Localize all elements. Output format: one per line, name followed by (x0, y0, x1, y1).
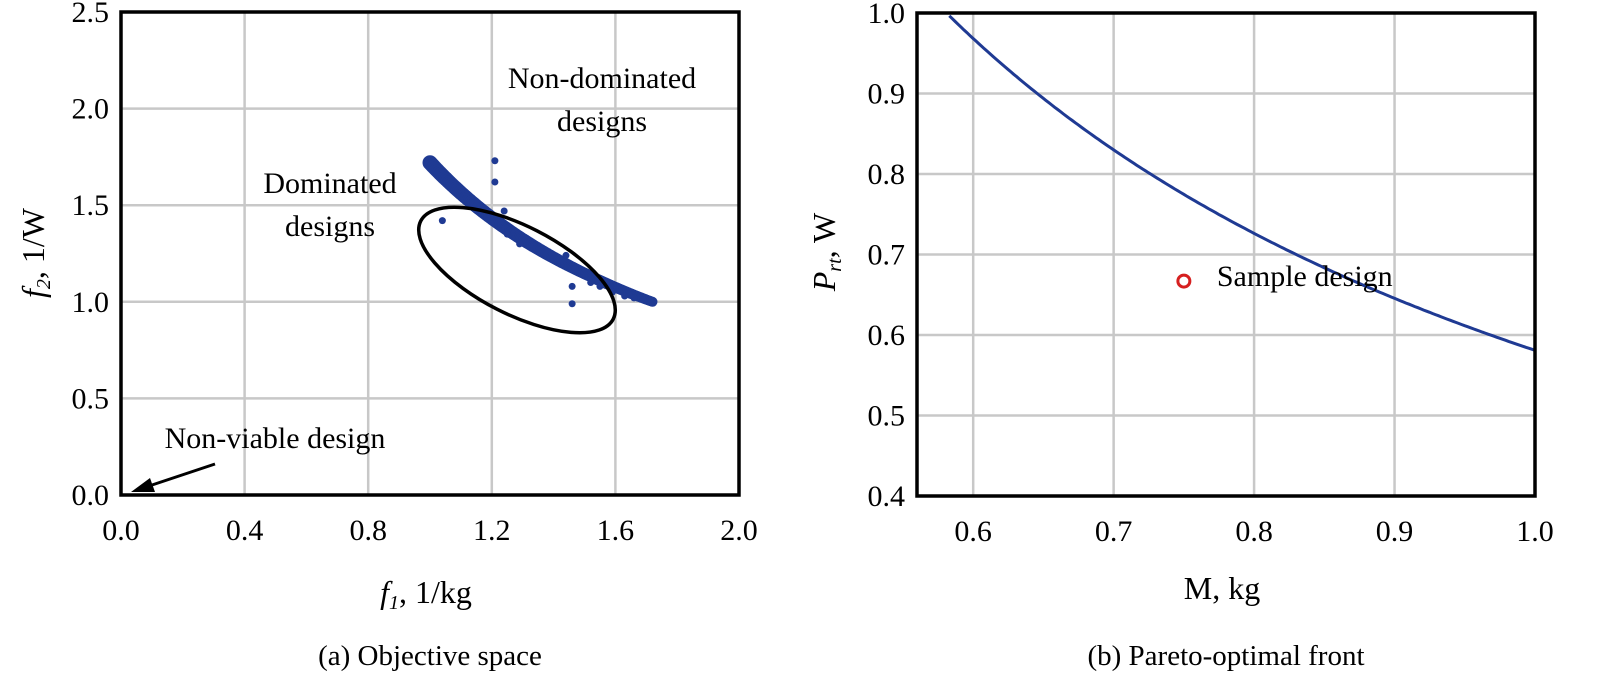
dominated-label-line2: designs (285, 210, 375, 243)
a-x-axis-label-rest: , 1/kg (399, 574, 472, 610)
b-y-axis-label-sub: rt (824, 258, 846, 272)
dominated-point (639, 296, 647, 304)
b-y-axis-label-var: P (806, 272, 842, 293)
y-tick-label: 0.8 (868, 158, 906, 191)
y-tick-label: 0.9 (868, 78, 906, 111)
dominated-designs-ellipse (416, 205, 618, 335)
dominated-point (438, 217, 446, 225)
b-y-axis-label: Prt, W (806, 212, 846, 292)
dominated-label-line1: Dominated (263, 167, 396, 200)
non-viable-label: Non-viable design (165, 422, 386, 455)
x-tick-label: 1.0 (1516, 515, 1554, 548)
a-y-axis-label-rest: , 1/W (15, 207, 51, 279)
dominated-point (516, 240, 524, 248)
x-tick-label: 1.2 (473, 514, 511, 547)
a-x-axis-label: f1, 1/kg (380, 574, 472, 614)
y-tick-label: 0.6 (868, 319, 906, 352)
dominated-point (491, 178, 499, 186)
dominated-point (630, 294, 638, 302)
dominated-point (568, 300, 576, 308)
panel-pareto-front: Sample design 0.6 0.7 0.8 0.9 1.0 0.40.50.60… (806, 0, 1554, 672)
dominated-point (562, 251, 570, 259)
y-tick-label: 0.5 (868, 400, 906, 433)
dominated-point (571, 265, 579, 273)
b-y-tick-labels: 0.4 0.5 0.6 0.7 0.8 0.9 1.0 (868, 0, 906, 513)
a-y-axis-label: f2, 1/W (15, 207, 55, 298)
b-x-axis-label: M, kg (1184, 570, 1260, 606)
panel-objective-space: 0.0 0.4 0.8 1.2 1.6 2.0 0.0 0.5 1.0 1.5 2.0 2.5 No… (15, 0, 758, 672)
x-tick-label: 0.4 (226, 514, 264, 547)
non-dominated-label-line1: Non-dominated (508, 62, 696, 95)
y-tick-label: 0.0 (72, 479, 110, 512)
b-caption: (b) Pareto-optimal front (1087, 640, 1364, 672)
a-data-points (422, 155, 658, 308)
non-viable-arrow (145, 462, 216, 489)
y-tick-label: 1.5 (72, 189, 110, 222)
b-y-axis-label-rest: , W (806, 212, 842, 258)
a-y-axis-label-sub: 2 (33, 279, 55, 289)
dominated-point (587, 278, 595, 286)
a-y-tick-labels: 0.0 0.5 1.0 1.5 2.0 2.5 (72, 0, 110, 512)
y-tick-label: 0.5 (72, 382, 110, 415)
x-tick-label: 0.0 (102, 514, 140, 547)
a-x-axis-label-sub: 1 (389, 592, 399, 614)
a-plot-frame (119, 10, 741, 497)
non-viable-arrowhead (131, 478, 155, 492)
a-x-tick-labels: 0.0 0.4 0.8 1.2 1.6 2.0 (102, 514, 758, 547)
x-tick-label: 2.0 (720, 514, 758, 547)
b-x-tick-labels: 0.6 0.7 0.8 0.9 1.0 (954, 515, 1553, 548)
sample-design-label: Sample design (1217, 260, 1393, 293)
x-tick-label: 1.6 (597, 514, 635, 547)
dominated-point (503, 230, 511, 238)
x-tick-label: 0.6 (954, 515, 992, 548)
non-dominated-point (647, 296, 658, 307)
y-tick-label: 1.0 (72, 286, 110, 319)
x-tick-label: 0.8 (1235, 515, 1273, 548)
y-tick-label: 0.4 (868, 480, 906, 513)
pareto-front-line (948, 14, 1536, 352)
x-tick-label: 0.8 (349, 514, 387, 547)
dominated-point (491, 157, 499, 165)
b-plot-frame (915, 11, 1537, 498)
x-tick-label: 0.9 (1376, 515, 1414, 548)
dominated-point (568, 282, 576, 290)
b-grid (917, 11, 1537, 498)
y-tick-label: 0.7 (868, 239, 906, 272)
non-dominated-label-line2: designs (557, 105, 647, 138)
x-tick-label: 0.7 (1095, 515, 1133, 548)
sample-design-marker (1176, 273, 1192, 289)
dominated-point (596, 282, 604, 290)
dominated-point (500, 207, 508, 215)
y-tick-label: 2.5 (72, 0, 110, 29)
y-tick-label: 2.0 (72, 93, 110, 126)
y-tick-label: 1.0 (868, 0, 906, 30)
a-caption: (a) Objective space (318, 640, 542, 672)
dominated-point (621, 292, 629, 300)
